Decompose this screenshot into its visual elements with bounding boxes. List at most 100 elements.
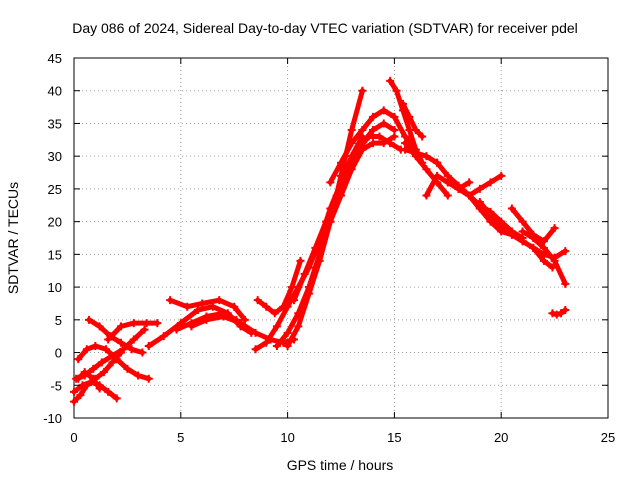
data-point (304, 283, 313, 292)
data-point (112, 355, 121, 364)
axis-ticks: 0 5 10 15 20 25 -10 -5 0 5 10 15 20 25 30 35 40 45 (43, 51, 615, 445)
data-point (486, 211, 495, 220)
data-point (369, 139, 378, 148)
data-point (236, 319, 245, 328)
series-arc-6 (104, 319, 162, 344)
series-arc-12 (253, 256, 305, 318)
data-point (134, 371, 143, 380)
series-arc-18 (326, 106, 420, 187)
data-point (208, 302, 217, 311)
data-point (401, 145, 410, 154)
data-point (80, 368, 89, 377)
data-point (337, 191, 345, 200)
y-tick-label: 40 (48, 84, 62, 99)
data-point (418, 132, 427, 141)
data-point (358, 145, 367, 154)
y-tick-label: 25 (48, 182, 62, 197)
data-point (283, 342, 292, 350)
data-point (294, 322, 303, 331)
data-point (166, 296, 175, 305)
series-arc-7 (74, 368, 104, 393)
data-point (375, 132, 384, 141)
data-point (392, 86, 401, 95)
data-point (405, 112, 414, 121)
data-point (386, 76, 395, 85)
y-tick-label: -10 (43, 411, 62, 426)
series-trail (167, 297, 248, 323)
data-point (138, 348, 147, 357)
data-point (364, 132, 373, 141)
series-trail (445, 173, 504, 198)
y-tick-label: 35 (48, 116, 62, 131)
plot-border (73, 57, 609, 419)
data-point (283, 302, 292, 311)
data-point (443, 191, 452, 200)
x-tick-label: 25 (601, 430, 615, 445)
series-arc-17 (304, 132, 399, 292)
data-point (518, 237, 527, 246)
data-point (84, 315, 93, 324)
data-point (411, 148, 420, 157)
data-point (398, 99, 407, 108)
data-point (311, 243, 320, 252)
data-point (129, 319, 138, 328)
data-point (272, 342, 281, 350)
data-point (315, 250, 324, 259)
plot-frame (73, 57, 609, 419)
data-point (433, 158, 442, 167)
data-point (296, 256, 305, 265)
data-point (127, 345, 136, 354)
data-point (550, 256, 559, 265)
data-point (347, 139, 356, 148)
data-point (539, 243, 548, 252)
x-axis-label: GPS time / hours (287, 457, 394, 473)
data-point (240, 315, 249, 324)
data-point (253, 296, 262, 305)
data-point (187, 322, 196, 331)
y-tick-label: 5 (55, 313, 62, 328)
data-point (144, 374, 153, 383)
data-point (347, 126, 356, 134)
series-arc-20 (398, 99, 427, 141)
series-trail (255, 258, 303, 316)
data-point (326, 217, 335, 226)
data-point (497, 224, 506, 233)
series-trail (402, 147, 440, 166)
data-point (82, 345, 91, 354)
data-point (95, 384, 104, 393)
series-arc-16 (290, 132, 405, 305)
series-arc-32 (548, 306, 570, 319)
data-point (123, 364, 132, 373)
data-point (411, 126, 420, 134)
data-point (379, 119, 388, 128)
data-point (561, 247, 570, 256)
data-point (70, 387, 78, 396)
series-arc-14 (272, 119, 399, 350)
data-point (251, 328, 260, 337)
data-point (202, 315, 211, 324)
y-axis-label: SDTVAR / TECUs (5, 182, 21, 294)
y-tick-label: 30 (48, 149, 62, 164)
data-point (102, 345, 111, 354)
x-tick-label: 0 (70, 430, 77, 445)
data-point (548, 309, 557, 318)
series-trail (400, 101, 425, 139)
data-point (74, 355, 83, 364)
data-point (465, 191, 474, 200)
x-tick-label: 15 (387, 430, 401, 445)
y-tick-label: 45 (48, 51, 62, 66)
data-point (379, 139, 388, 148)
data-point (112, 394, 121, 403)
data-point (198, 299, 207, 308)
data-point (486, 178, 495, 187)
data-point (172, 325, 181, 334)
data-point (183, 302, 192, 311)
data-point (262, 338, 271, 347)
data-point (507, 230, 516, 239)
data-point (215, 296, 224, 305)
data-point (89, 364, 98, 373)
data-point (507, 204, 516, 213)
data-point (300, 270, 309, 278)
y-tick-label: 20 (48, 215, 62, 230)
